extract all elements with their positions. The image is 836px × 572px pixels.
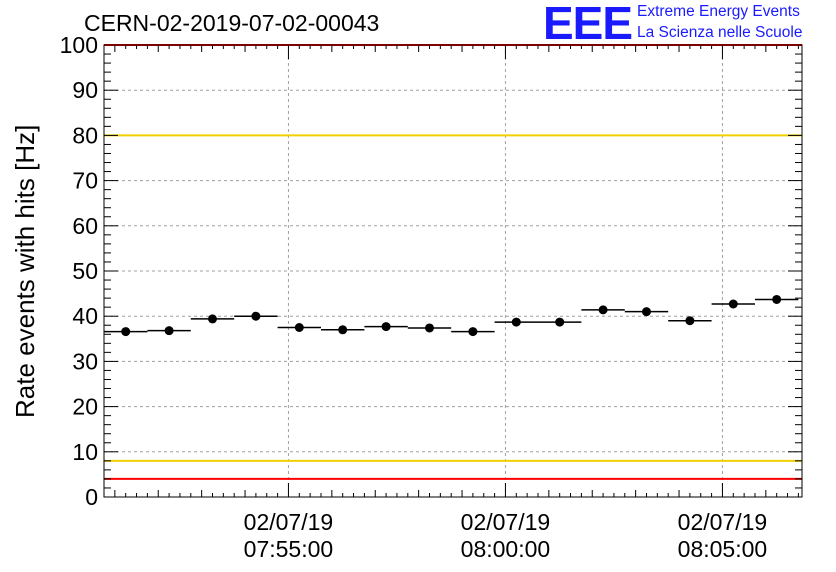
axis-ticks [103,44,802,498]
data-point [641,307,651,317]
data-point [685,316,695,326]
data-point [251,311,261,321]
x-tick-date-label: 02/07/19 [678,509,768,535]
y-tick-label: 0 [85,484,98,510]
data-point [728,299,738,309]
logo-caption-line1: Extreme Energy Events [637,3,800,20]
eee-logo: EEE [543,0,633,49]
data-point [207,314,217,324]
y-tick-label: 30 [72,348,98,374]
x-tick-time-label: 08:05:00 [678,536,768,562]
data-point [424,323,434,333]
grid-layer [104,45,802,497]
y-tick-label: 40 [72,303,98,329]
y-tick-label: 60 [72,213,98,239]
y-tick-label: 50 [72,258,98,284]
tick-labels: 010203040506070809010002/07/1907:55:0002… [60,32,768,562]
data-point [164,326,174,336]
data-point [381,322,391,332]
y-tick-label: 90 [72,77,98,103]
x-tick-time-label: 08:00:00 [461,536,551,562]
data-point [338,325,348,335]
y-tick-label: 10 [72,439,98,465]
data-point [294,323,304,332]
chart-title: CERN-02-2019-07-02-00043 [84,10,380,36]
data-point [772,294,782,304]
x-tick-date-label: 02/07/19 [244,509,334,535]
y-tick-label: 20 [72,394,98,420]
y-tick-label: 80 [72,122,98,148]
data-point [555,317,565,327]
data-point [121,327,131,337]
data-point [598,305,608,315]
x-tick-date-label: 02/07/19 [461,509,551,535]
reference-lines [104,44,802,480]
data-point [511,317,521,327]
x-tick-time-label: 07:55:00 [244,536,334,562]
y-tick-label: 70 [72,168,98,194]
data-point [468,327,478,337]
logo-caption-line2: La Scienza nelle Scuole [637,24,803,41]
y-tick-label: 100 [60,32,98,58]
data-points [104,294,799,337]
